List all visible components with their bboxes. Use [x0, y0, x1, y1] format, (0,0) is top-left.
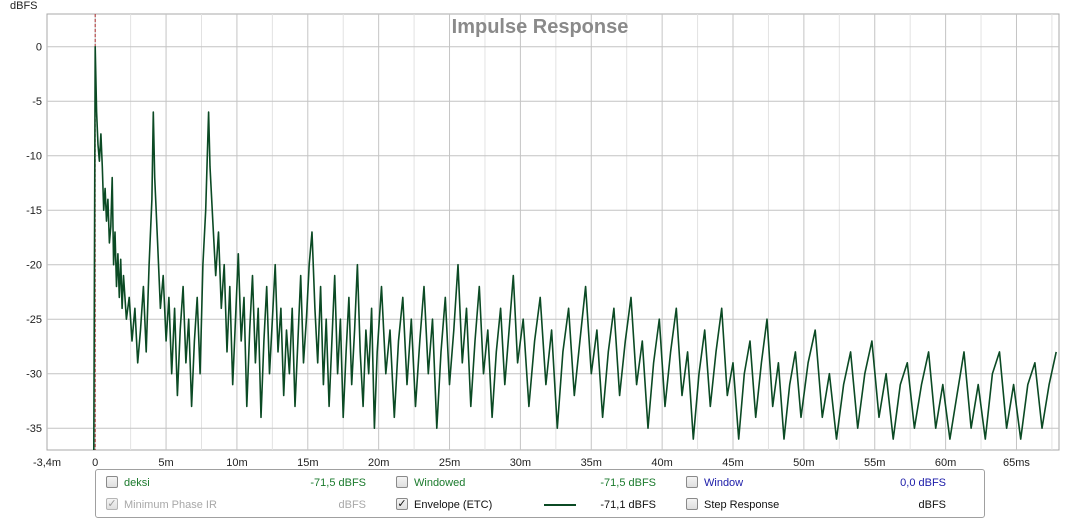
legend-value: dBFS	[338, 499, 366, 511]
legend-label: Windowed	[414, 477, 466, 489]
legend-item-envelope-etc[interactable]: ✓ Envelope (ETC) -71,1 dBFS	[396, 496, 666, 514]
chart-title: Impulse Response	[452, 16, 629, 38]
y-axis-label: dBFS	[10, 0, 38, 12]
x-tick-label: 60m	[935, 457, 956, 468]
y-tick-label: -15	[26, 205, 42, 217]
legend-label: Envelope (ETC)	[414, 499, 493, 511]
y-tick-label: -10	[26, 151, 42, 163]
legend-panel: deksi -71,5 dBFS Windowed -71,5 dBFS Window 0…	[95, 469, 985, 518]
y-tick-label: -5	[32, 96, 42, 108]
legend-value: -71,5 dBFS	[600, 477, 656, 489]
legend-checkbox[interactable]	[106, 476, 118, 488]
legend-item-windowed[interactable]: Windowed -71,5 dBFS	[396, 474, 666, 492]
x-tick-label: 55m	[864, 457, 885, 468]
series-line-envelope-etc	[93, 45, 1057, 451]
y-tick-label: -20	[26, 260, 42, 272]
x-tick-label: 45m	[722, 457, 743, 468]
legend-checkbox[interactable]	[686, 498, 698, 510]
legend-value: -71,1 dBFS	[600, 499, 656, 511]
legend-label: deksi	[124, 477, 150, 489]
legend-checkbox: ✓	[106, 498, 118, 510]
x-tick-label: 65ms	[1003, 457, 1030, 468]
legend-checkbox[interactable]: ✓	[396, 498, 408, 510]
x-tick-label: 0	[92, 457, 98, 468]
legend-value: 0,0 dBFS	[900, 477, 946, 489]
y-axis-ticks: 0 -5 -10 -15 -20 -25 -30 -35	[26, 42, 42, 436]
x-tick-label: 20m	[368, 457, 389, 468]
legend-label: Minimum Phase IR	[124, 499, 217, 511]
legend-item-deksi[interactable]: deksi -71,5 dBFS	[106, 474, 376, 492]
x-tick-label: 30m	[510, 457, 531, 468]
plot-area[interactable]	[46, 13, 1060, 451]
y-tick-label: 0	[36, 42, 42, 54]
legend-item-window[interactable]: Window 0,0 dBFS	[686, 474, 956, 492]
x-axis-ticks: -3,4m 0 5m 10m 15m 20m 25m 30m 35m 40m 45m 50m 55m 60…	[33, 457, 1030, 468]
x-tick-label: 50m	[793, 457, 814, 468]
legend-item-minimum-phase-ir[interactable]: ✓ Minimum Phase IR dBFS	[106, 496, 376, 514]
legend-line-swatch	[544, 504, 576, 506]
y-tick-label: -25	[26, 314, 42, 326]
x-tick-label: 40m	[651, 457, 672, 468]
y-tick-label: -35	[26, 423, 42, 435]
legend-checkbox[interactable]	[396, 476, 408, 488]
legend-label: Window	[704, 477, 744, 489]
x-tick-label: 10m	[226, 457, 247, 468]
x-tick-label: 35m	[581, 457, 602, 468]
x-tick-label: 25m	[439, 457, 460, 468]
legend-checkbox[interactable]	[686, 476, 698, 488]
x-tick-label: 15m	[297, 457, 318, 468]
impulse-response-chart[interactable]: -3,4m 0 5m 10m 15m 20m 25m 30m 35m 40m 45m 50m 55m 60…	[0, 0, 1081, 468]
legend-item-step-response[interactable]: Step Response dBFS	[686, 496, 956, 514]
x-tick-label: 5m	[158, 457, 173, 468]
x-tick-label: -3,4m	[33, 457, 61, 468]
y-tick-label: -30	[26, 369, 42, 381]
legend-value: -71,5 dBFS	[310, 477, 366, 489]
legend-label: Step Response	[704, 499, 780, 511]
legend-value: dBFS	[918, 499, 946, 511]
